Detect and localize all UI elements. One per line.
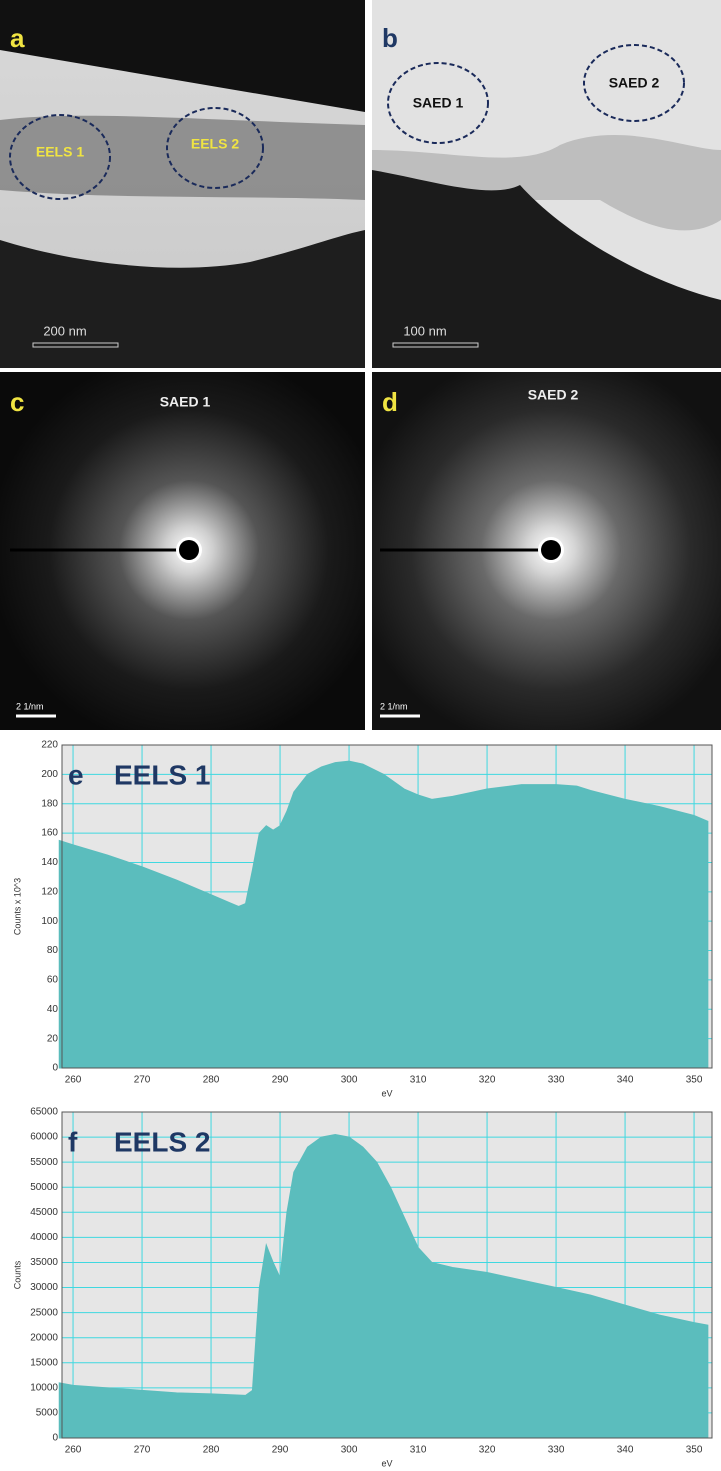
y-tick-label: 50000 — [30, 1182, 58, 1193]
x-tick-label: 340 — [617, 1445, 634, 1456]
y-tick-label: 45000 — [30, 1207, 58, 1218]
panel-letter: a — [10, 23, 25, 53]
y-tick-label: 15000 — [30, 1357, 58, 1368]
panel-letter: b — [382, 23, 398, 53]
scale-bar-label: 100 nm — [403, 323, 446, 338]
y-tick-label: 80 — [47, 945, 59, 956]
y-tick-label: 60000 — [30, 1132, 58, 1143]
x-tick-label: 310 — [410, 1445, 427, 1456]
x-tick-label: 340 — [617, 1075, 634, 1086]
x-tick-label: 270 — [134, 1075, 151, 1086]
y-tick-label: 220 — [41, 740, 58, 751]
x-tick-label: 330 — [548, 1075, 565, 1086]
y-tick-label: 20000 — [30, 1332, 58, 1343]
panel-b: b SAED 1 SAED 2 100 nm — [372, 0, 721, 368]
y-tick-label: 160 — [41, 828, 58, 839]
y-tick-label: 25000 — [30, 1307, 58, 1318]
x-axis-label: eV — [381, 1458, 392, 1468]
panel-a: a EELS 1 EELS 2 200 nm — [0, 0, 365, 368]
x-axis-label: eV — [381, 1088, 392, 1098]
spectrum-area — [58, 760, 709, 1069]
panel-title: SAED 1 — [160, 394, 211, 410]
region-label: SAED 1 — [413, 95, 464, 111]
x-tick-label: 280 — [203, 1075, 220, 1086]
x-tick-label: 320 — [479, 1445, 496, 1456]
x-tick-label: 330 — [548, 1445, 565, 1456]
y-axis-label: Counts — [12, 1260, 22, 1289]
x-tick-label: 350 — [686, 1445, 703, 1456]
panel-letter: f — [68, 1126, 78, 1157]
x-tick-label: 290 — [272, 1445, 289, 1456]
y-tick-label: 40000 — [30, 1232, 58, 1243]
y-tick-label: 0 — [52, 1063, 58, 1074]
region-label: EELS 1 — [36, 144, 84, 160]
y-tick-label: 120 — [41, 886, 58, 897]
plot-frame — [61, 744, 713, 1069]
x-tick-label: 350 — [686, 1075, 703, 1086]
x-tick-label: 310 — [410, 1075, 427, 1086]
y-tick-label: 100 — [41, 916, 58, 927]
y-tick-label: 30000 — [30, 1282, 58, 1293]
x-tick-label: 300 — [341, 1075, 358, 1086]
x-tick-label: 320 — [479, 1075, 496, 1086]
y-axis-label: Counts x 10^3 — [12, 878, 22, 935]
region-label: EELS 2 — [191, 136, 239, 152]
y-tick-label: 200 — [41, 769, 58, 780]
y-tick-label: 140 — [41, 857, 58, 868]
y-tick-label: 0 — [52, 1433, 58, 1444]
panel-title: SAED 2 — [528, 387, 579, 403]
chart-title: EELS 1 — [114, 759, 210, 790]
chart-title: EELS 2 — [114, 1126, 210, 1157]
y-tick-label: 10000 — [30, 1382, 58, 1393]
y-tick-label: 5000 — [36, 1408, 59, 1419]
y-tick-label: 35000 — [30, 1257, 58, 1268]
x-tick-label: 270 — [134, 1445, 151, 1456]
panel-c: c SAED 1 2 1/nm — [0, 372, 365, 730]
x-tick-label: 280 — [203, 1445, 220, 1456]
x-tick-label: 300 — [341, 1445, 358, 1456]
y-tick-label: 20 — [47, 1033, 59, 1044]
y-tick-label: 40 — [47, 1004, 59, 1015]
scale-bar-label: 200 nm — [43, 323, 86, 338]
plot-frame — [61, 1111, 713, 1439]
region-label: SAED 2 — [609, 75, 660, 91]
panel-d: d SAED 2 2 1/nm — [372, 372, 721, 730]
y-tick-label: 65000 — [30, 1107, 58, 1118]
spectrum-area — [58, 1134, 709, 1439]
x-tick-label: 260 — [65, 1075, 82, 1086]
panel-letter: e — [68, 759, 84, 790]
scale-bar-label: 2 1/nm — [380, 701, 408, 711]
scale-bar-label: 2 1/nm — [16, 701, 44, 711]
x-tick-label: 290 — [272, 1075, 289, 1086]
panel-letter: d — [382, 387, 398, 417]
y-tick-label: 60 — [47, 975, 59, 986]
x-tick-label: 260 — [65, 1445, 82, 1456]
y-tick-label: 180 — [41, 798, 58, 809]
panel-letter: c — [10, 387, 24, 417]
y-tick-label: 55000 — [30, 1157, 58, 1168]
